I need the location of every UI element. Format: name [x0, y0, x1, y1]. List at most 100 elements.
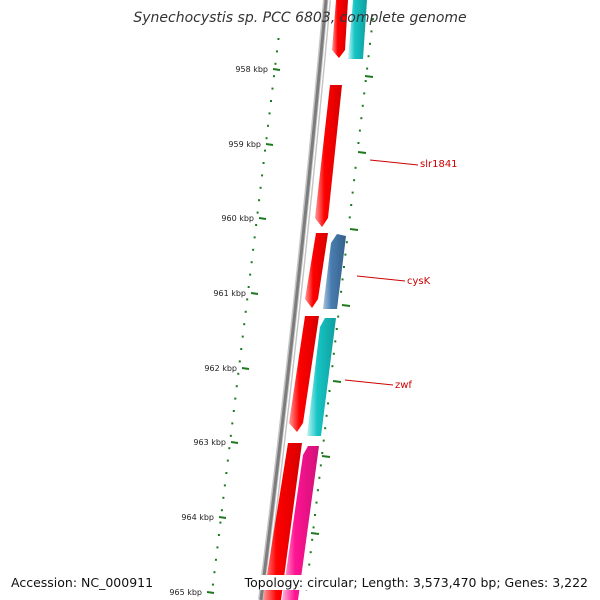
- outer-minor-tick: [370, 30, 373, 33]
- minor-tick: [223, 484, 226, 487]
- minor-tick: [259, 186, 262, 189]
- outer-minor-tick: [315, 501, 318, 504]
- outer-minor-tick: [316, 489, 319, 492]
- minor-tick: [220, 509, 223, 512]
- minor-tick: [270, 100, 272, 102]
- minor-tick: [240, 348, 243, 350]
- minor-tick: [268, 112, 271, 115]
- major-tick: [272, 68, 281, 71]
- topology-summary: Topology: circular; Length: 3,573,470 bp…: [242, 575, 590, 590]
- gene-feature-slr1841[interactable]: [315, 85, 342, 227]
- outer-minor-tick: [348, 216, 351, 219]
- outer-minor-tick: [342, 266, 345, 268]
- major-tick: [206, 591, 215, 594]
- gene-callouts: slr1841 cysK zwf: [344, 159, 458, 391]
- backbone-highlight: [263, 0, 330, 600]
- minor-tick: [217, 534, 220, 536]
- minor-tick: [253, 236, 256, 239]
- major-tick: [241, 367, 250, 370]
- major-tick: [258, 217, 267, 220]
- outer-minor-tick: [335, 328, 338, 330]
- minor-tick: [255, 224, 258, 226]
- callout-line: [369, 159, 419, 166]
- outer-minor-tick: [350, 204, 353, 206]
- outer-minor-tick: [308, 563, 311, 566]
- minor-tick: [258, 199, 261, 202]
- minor-tick: [213, 571, 216, 574]
- major-tick: [230, 441, 239, 444]
- outer-minor-tick: [345, 241, 348, 244]
- scale-ticks: 958 kbp 959 kbp 960 kbp 961 kbp 962 kbp 963 k…: [169, 18, 374, 597]
- minor-tick: [275, 50, 278, 53]
- minor-tick: [243, 323, 246, 326]
- minor-tick: [244, 310, 247, 313]
- tick-label: 963 kbp: [193, 438, 226, 447]
- major-tick: [218, 516, 227, 519]
- outer-minor-tick: [358, 129, 361, 132]
- tick-label: 958 kbp: [235, 65, 268, 74]
- gene-label-cysk[interactable]: cysK: [407, 276, 431, 287]
- outer-minor-tick: [351, 191, 354, 194]
- outer-major-tick: [321, 455, 331, 458]
- outer-major-tick: [332, 380, 342, 383]
- tick-label: 962 kbp: [204, 364, 237, 373]
- outer-minor-tick: [337, 315, 340, 318]
- gene-feature-fwd-4[interactable]: [289, 316, 319, 432]
- tick-label: 959 kbp: [228, 140, 261, 149]
- minor-tick: [228, 447, 231, 450]
- minor-tick: [226, 459, 229, 462]
- outer-minor-tick: [371, 18, 374, 20]
- outer-minor-tick: [318, 476, 321, 479]
- accession-text: Accession: NC_000911: [9, 575, 156, 590]
- map-title: Synechocystis sp. PCC 6803, complete gen…: [133, 10, 467, 26]
- outer-minor-tick: [314, 514, 317, 516]
- gene-feature-fwd-3[interactable]: [305, 233, 328, 308]
- outer-minor-tick: [325, 414, 328, 417]
- gene-feature-fwd-5[interactable]: [263, 443, 302, 600]
- outer-minor-tick: [309, 551, 312, 554]
- minor-tick: [262, 162, 265, 164]
- minor-tick: [219, 521, 222, 524]
- minor-tick: [232, 410, 235, 412]
- outer-minor-tick: [357, 142, 360, 144]
- outer-minor-tick: [361, 104, 364, 107]
- outer-minor-tick: [354, 166, 357, 169]
- gene-feature-rev-4[interactable]: [282, 446, 319, 600]
- minor-tick: [256, 211, 259, 214]
- outer-minor-tick: [341, 278, 344, 281]
- outer-minor-tick: [324, 427, 327, 430]
- minor-tick: [225, 472, 228, 474]
- gene-label-zwf[interactable]: zwf: [395, 380, 412, 391]
- gene-feature-cysK[interactable]: [323, 234, 346, 309]
- minor-tick: [267, 124, 270, 127]
- minor-tick: [249, 273, 252, 276]
- outer-minor-tick: [360, 117, 363, 120]
- outer-minor-tick: [327, 402, 330, 405]
- gene-feature-rev-1[interactable]: [348, 0, 367, 59]
- minor-tick: [211, 583, 214, 586]
- outer-major-tick: [357, 151, 367, 154]
- outer-minor-tick: [311, 538, 314, 541]
- outer-minor-tick: [353, 179, 356, 182]
- outer-minor-tick: [369, 42, 372, 45]
- outer-minor-tick: [363, 92, 366, 95]
- genome-backbone: [259, 0, 328, 600]
- minor-tick: [241, 335, 244, 338]
- minor-tick: [222, 496, 225, 499]
- gene-feature-fwd-1[interactable]: [332, 0, 348, 58]
- outer-minor-tick: [344, 253, 347, 256]
- minor-tick: [271, 87, 274, 90]
- minor-tick: [261, 174, 264, 177]
- outer-major-tick: [310, 532, 320, 535]
- outer-minor-tick: [331, 365, 334, 368]
- outer-minor-tick: [364, 80, 367, 82]
- gene-label-slr1841[interactable]: slr1841: [420, 159, 458, 170]
- minor-tick: [247, 286, 250, 288]
- minor-tick: [237, 372, 240, 375]
- minor-tick: [235, 385, 238, 388]
- tick-label: 965 kbp: [169, 588, 202, 597]
- outer-minor-tick: [322, 439, 325, 442]
- major-tick: [250, 292, 259, 295]
- gene-feature-zwf[interactable]: [307, 318, 336, 436]
